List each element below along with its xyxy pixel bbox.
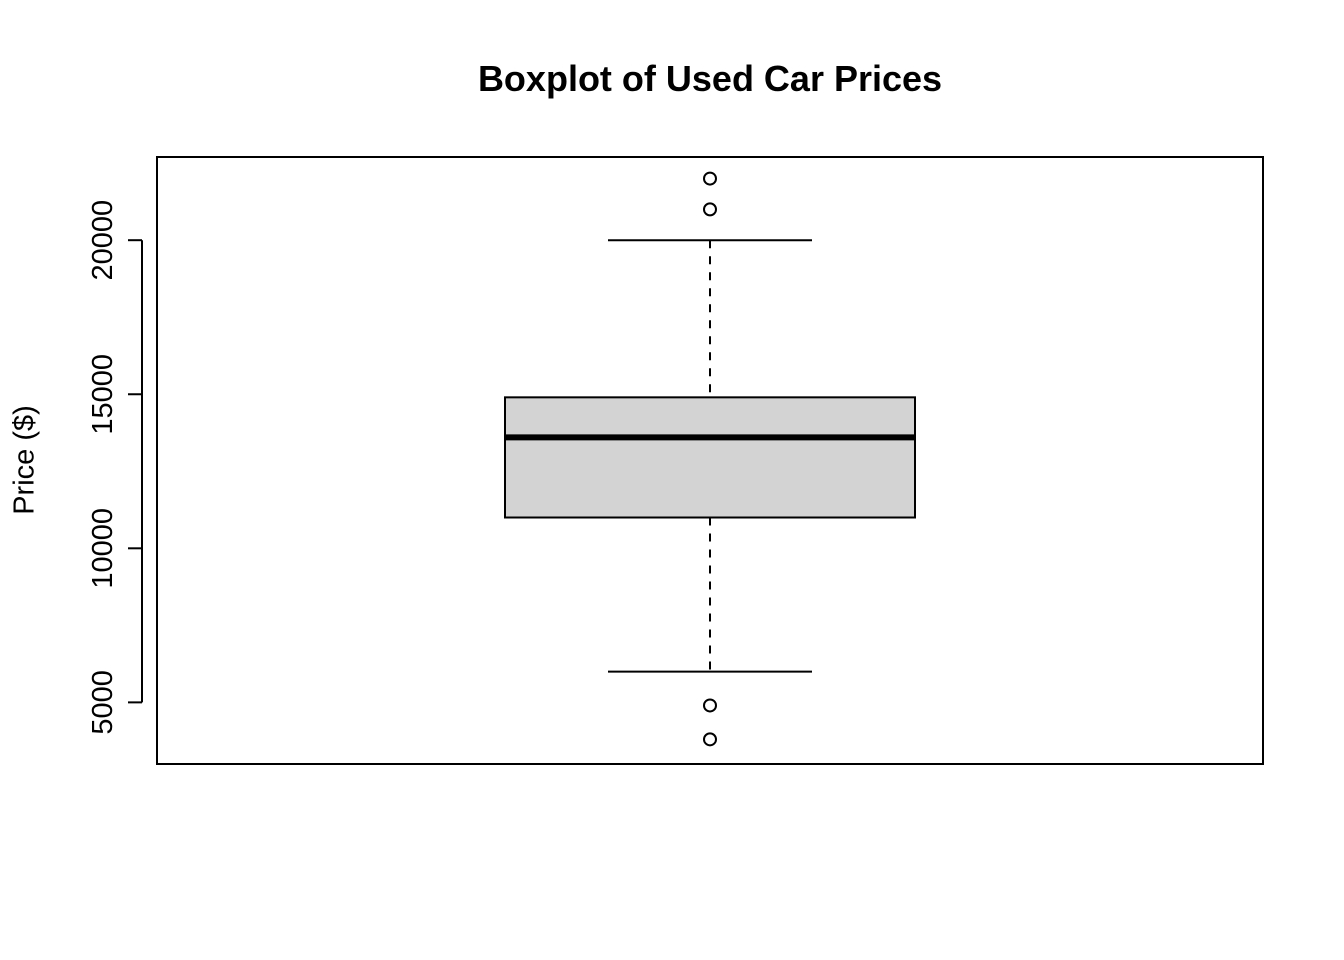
y-ticks: 5000 10000 15000 20000	[87, 200, 142, 735]
y-tick-label: 5000	[87, 670, 119, 735]
outliers	[703, 171, 717, 747]
y-tick-label: 10000	[87, 508, 119, 589]
outlier-point	[703, 698, 717, 713]
outlier-point	[703, 171, 717, 186]
plot-frame	[156, 156, 1264, 765]
outlier-point	[703, 202, 717, 217]
chart-title: Boxplot of Used Car Prices	[477, 58, 943, 99]
outlier-point	[703, 732, 717, 747]
y-tick-label: 15000	[87, 354, 119, 435]
y-tick-label: 20000	[87, 200, 119, 281]
box-iqr	[504, 396, 916, 519]
